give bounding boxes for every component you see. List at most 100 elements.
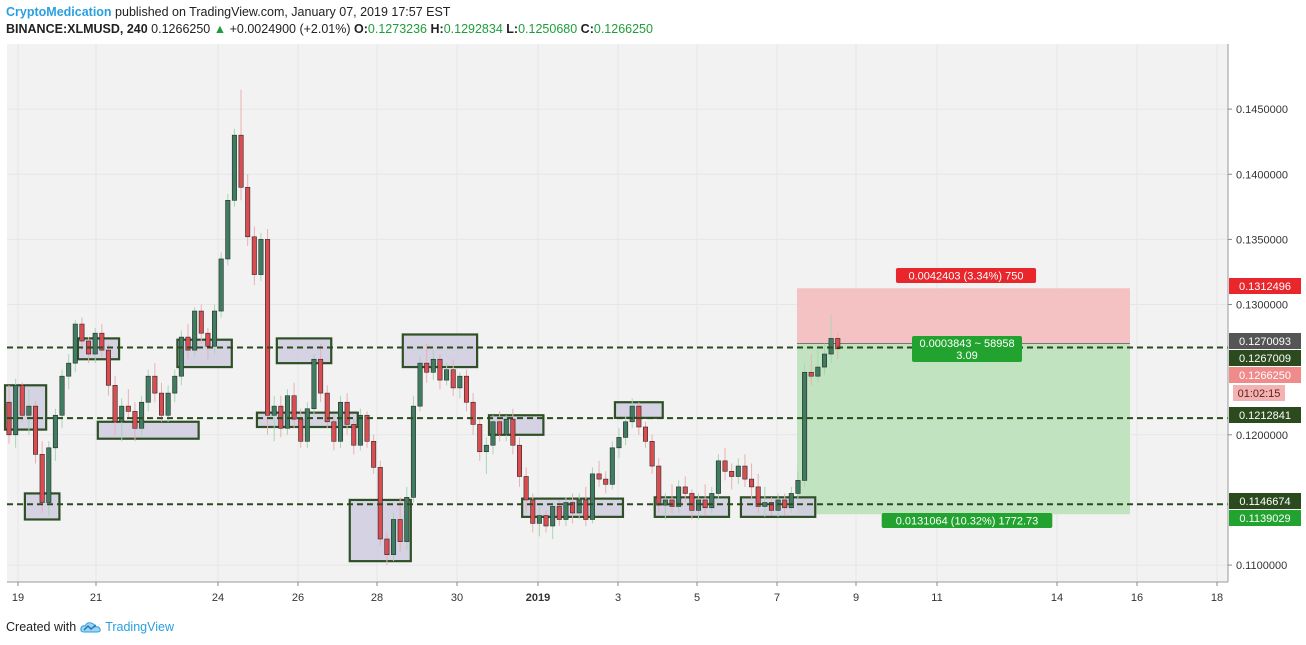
candle-body[interactable] <box>669 499 675 507</box>
candle-body[interactable] <box>172 375 178 394</box>
candle-body[interactable] <box>828 338 834 355</box>
candle-body[interactable] <box>523 476 529 501</box>
candle-body[interactable] <box>225 200 231 260</box>
candle-body[interactable] <box>66 362 72 377</box>
candle-body[interactable] <box>762 502 768 507</box>
candle-body[interactable] <box>364 414 370 442</box>
candle-body[interactable] <box>231 134 237 201</box>
candle-body[interactable] <box>212 310 218 347</box>
candle-body[interactable] <box>735 465 741 477</box>
candle-body[interactable] <box>749 478 755 488</box>
candle-body[interactable] <box>510 418 516 446</box>
candle-body[interactable] <box>404 497 410 542</box>
candle-body[interactable] <box>13 384 19 436</box>
horizontal-levels[interactable] <box>7 346 1228 506</box>
candle-body[interactable] <box>284 395 290 429</box>
candle-body[interactable] <box>550 506 556 527</box>
candle-body[interactable] <box>768 502 774 511</box>
candle-body[interactable] <box>596 473 602 480</box>
candle-body[interactable] <box>298 418 304 442</box>
candle-body[interactable] <box>715 460 721 494</box>
candle-body[interactable] <box>112 384 118 423</box>
candle-body[interactable] <box>145 375 151 403</box>
time-axis[interactable]: 19 21 24 26 28 30 2019 3 5 7 9 11 14 16 18 <box>12 582 1223 604</box>
candle-body[interactable] <box>583 499 589 520</box>
candle-body[interactable] <box>835 338 841 350</box>
candle-body[interactable] <box>517 444 523 477</box>
candle-body[interactable] <box>656 465 662 506</box>
candle-body[interactable] <box>470 401 476 425</box>
author-link[interactable]: CryptoMedication <box>6 5 112 19</box>
candle-body[interactable] <box>808 371 814 377</box>
candle-body[interactable] <box>59 375 65 416</box>
candle-body[interactable] <box>271 405 277 416</box>
candle-body[interactable] <box>576 499 582 514</box>
candle-body[interactable] <box>377 467 383 540</box>
candle-body[interactable] <box>46 447 52 503</box>
candle-body[interactable] <box>324 392 330 423</box>
candle-body[interactable] <box>19 384 25 416</box>
candle-body[interactable] <box>258 239 264 275</box>
candle-body[interactable] <box>570 502 576 514</box>
candle-body[interactable] <box>483 444 489 453</box>
candle-body[interactable] <box>788 493 794 509</box>
candle-body[interactable] <box>52 414 58 449</box>
candle-body[interactable] <box>709 493 715 509</box>
candle-body[interactable] <box>636 405 642 428</box>
candle-body[interactable] <box>291 395 297 420</box>
candle-body[interactable] <box>676 486 682 507</box>
candle-body[interactable] <box>33 405 39 455</box>
candle-body[interactable] <box>119 405 125 423</box>
price-axis[interactable]: 0.1100000 0.1200000 0.1300000 0.1350000 0.14… <box>1228 104 1288 572</box>
candle-body[interactable] <box>444 369 450 381</box>
candle-body[interactable] <box>384 538 390 555</box>
candle-body[interactable] <box>158 392 164 416</box>
candle-body[interactable] <box>616 437 622 449</box>
candle-body[interactable] <box>125 405 131 412</box>
candle-body[interactable] <box>105 349 111 386</box>
candle-body[interactable] <box>689 493 695 511</box>
candle-body[interactable] <box>251 236 257 275</box>
candle-body[interactable] <box>815 366 821 377</box>
candle-body[interactable] <box>245 186 251 238</box>
candle-body[interactable] <box>755 486 761 507</box>
candle-body[interactable] <box>198 310 204 334</box>
candle-body[interactable] <box>603 478 609 485</box>
candle-body[interactable] <box>623 421 629 438</box>
candle-body[interactable] <box>795 480 801 494</box>
candle-body[interactable] <box>702 499 708 509</box>
candle-body[interactable] <box>782 499 788 509</box>
candle-body[interactable] <box>165 392 171 416</box>
candle-body[interactable] <box>132 411 138 429</box>
tradingview-logo[interactable]: TradingView <box>80 620 174 634</box>
candle-body[interactable] <box>26 405 32 416</box>
candle-body[interactable] <box>682 486 688 494</box>
candle-body[interactable] <box>238 134 244 188</box>
candle-body[interactable] <box>139 401 145 429</box>
candle-body[interactable] <box>92 332 98 355</box>
candle-body[interactable] <box>357 414 363 446</box>
candle-body[interactable] <box>563 502 569 520</box>
candle-body[interactable] <box>397 519 403 542</box>
candle-body[interactable] <box>304 408 310 442</box>
candle-body[interactable] <box>192 310 198 351</box>
candle-body[interactable] <box>351 424 357 446</box>
candle-body[interactable] <box>457 375 463 389</box>
candle-body[interactable] <box>218 258 224 312</box>
candle-body[interactable] <box>437 358 443 381</box>
tradingview-brand[interactable]: TradingView <box>105 620 174 634</box>
candle-body[interactable] <box>79 323 85 342</box>
candle-body[interactable] <box>742 465 748 480</box>
candle-body[interactable] <box>463 375 469 403</box>
candle-body[interactable] <box>318 358 324 394</box>
candle-body[interactable] <box>821 353 827 368</box>
candle-body[interactable] <box>589 473 595 520</box>
candle-body[interactable] <box>99 332 105 351</box>
candle-body[interactable] <box>450 369 456 389</box>
candle-body[interactable] <box>629 405 635 423</box>
candle-body[interactable] <box>410 405 416 498</box>
candle-body[interactable] <box>530 499 536 524</box>
candle-body[interactable] <box>424 362 430 373</box>
candle-body[interactable] <box>503 418 509 436</box>
